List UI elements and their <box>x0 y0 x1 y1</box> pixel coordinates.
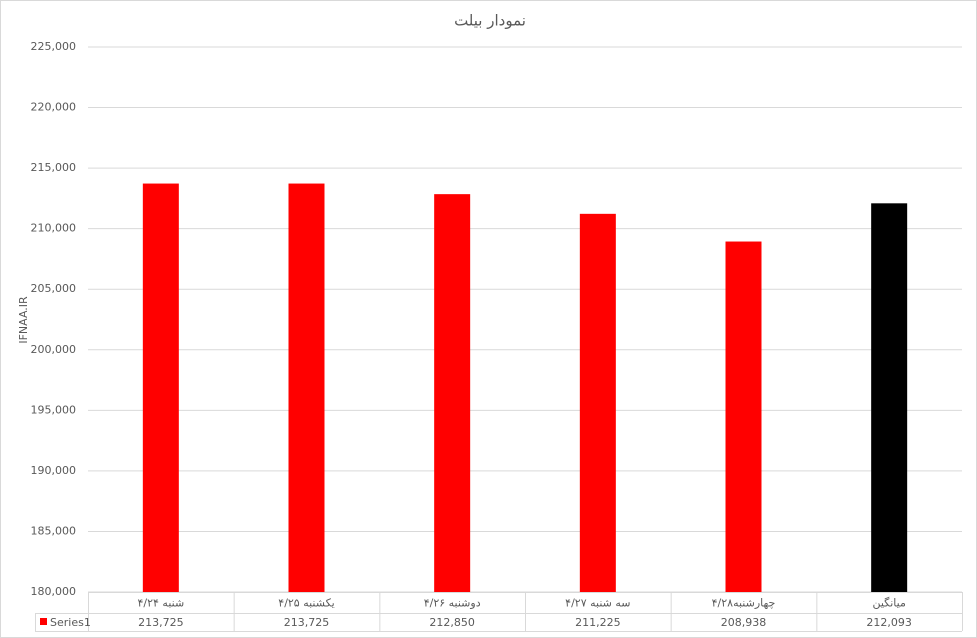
table-value: 211,225 <box>575 616 621 629</box>
y-tick-label: 210,000 <box>31 222 77 235</box>
x-tick-label: سه شنبه ۴/۲۷ <box>565 597 630 610</box>
table-value: 212,093 <box>866 616 912 629</box>
table-value: 212,850 <box>429 616 475 629</box>
y-tick-label: 215,000 <box>31 161 77 174</box>
table-value: 213,725 <box>138 616 184 629</box>
bar <box>142 183 179 592</box>
y-tick-label: 180,000 <box>31 585 77 598</box>
y-tick-label: 195,000 <box>31 403 77 416</box>
bar <box>434 194 471 592</box>
x-tick-label: دوشنبه ۴/۲۶ <box>424 597 481 610</box>
table-value: 213,725 <box>284 616 330 629</box>
y-tick-label: 220,000 <box>31 101 77 114</box>
x-tick-label: شنبه ۴/۲۴ <box>137 597 184 610</box>
y-tick-label: 185,000 <box>31 524 77 537</box>
legend-swatch <box>40 618 47 625</box>
x-tick-label: یکشنبه ۴/۲۵ <box>278 597 334 610</box>
y-tick-label: 200,000 <box>31 343 77 356</box>
y-tick-label: 190,000 <box>31 464 77 477</box>
table-value: 208,938 <box>721 616 767 629</box>
y-tick-label: 225,000 <box>31 40 77 53</box>
y-tick-label: 205,000 <box>31 282 77 295</box>
bar <box>871 203 908 592</box>
x-tick-label: چهارشنبه۴/۲۸ <box>712 597 776 610</box>
x-tick-label: میانگین <box>872 597 906 610</box>
bar <box>288 183 325 592</box>
bar <box>725 241 762 592</box>
legend-label: Series1 <box>50 616 91 629</box>
bar <box>579 213 616 592</box>
chart-title: نمودار بیلت <box>454 12 526 30</box>
y-axis-label: IFNAA.IR <box>17 296 30 344</box>
